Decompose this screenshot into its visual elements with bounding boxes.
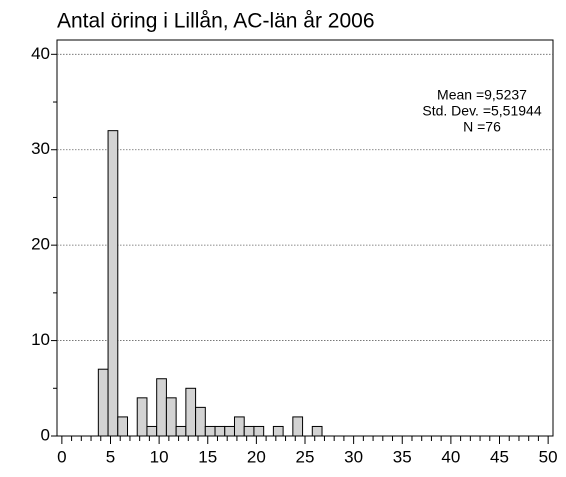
y-tick-label: 20 [31,235,50,254]
x-tick-label: 15 [198,447,217,466]
y-tick-label: 10 [31,330,50,349]
bar [165,397,177,437]
bar [311,425,323,437]
bar [204,425,216,437]
bar [185,387,197,437]
y-tick-label: 0 [41,425,50,444]
bar [253,425,265,437]
bar [272,425,284,437]
bar [175,425,187,437]
annotation: Std. Dev. =5,51944 [422,103,541,119]
bar [156,378,167,437]
bar [136,397,148,437]
bar [224,425,235,437]
y-tick-label: 40 [31,44,50,63]
bar [195,406,206,437]
bar [117,416,129,437]
y-tick-label: 30 [31,139,50,158]
bar [146,425,158,437]
bar [214,425,226,437]
annotation: N =76 [463,119,501,135]
bar [243,425,255,437]
x-tick-label: 20 [247,447,266,466]
bar [292,416,304,437]
x-tick-label: 35 [393,447,412,466]
bar [233,416,245,437]
x-tick-label: 30 [344,447,363,466]
x-tick-label: 45 [490,447,509,466]
chart-title: Antal öring i Lillån, AC-län år 2006 [57,10,375,33]
bar [107,130,119,437]
annotation: Mean =9,5237 [437,87,527,103]
x-tick-label: 50 [539,447,558,466]
x-tick-label: 40 [441,447,460,466]
bar [97,368,109,437]
x-tick-label: 25 [296,447,315,466]
x-tick-label: 5 [106,447,115,466]
x-tick-label: 0 [57,447,66,466]
x-tick-label: 10 [150,447,169,466]
